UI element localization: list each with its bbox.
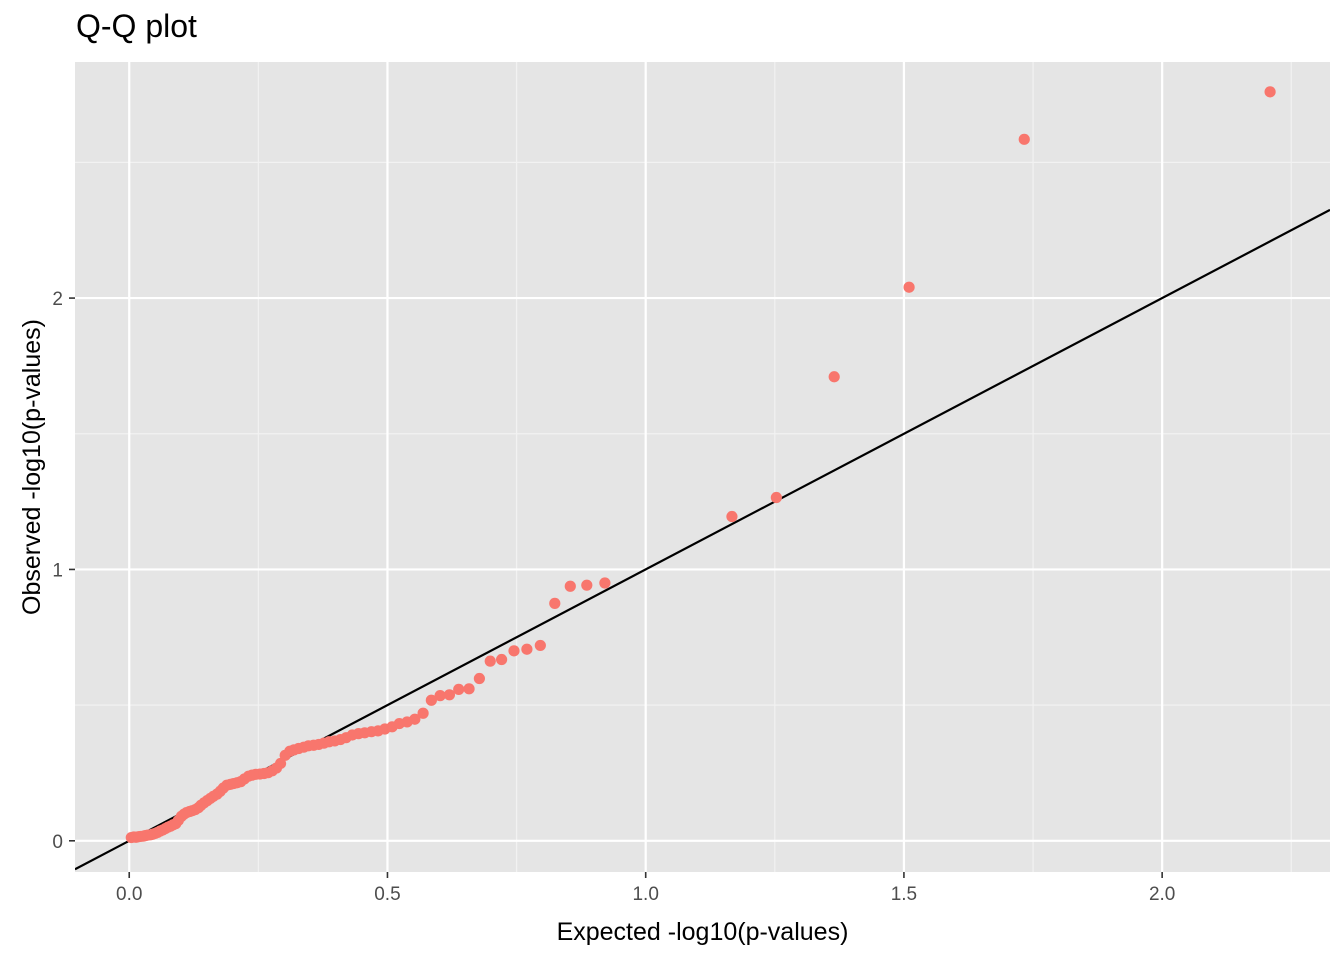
y-axis-label: Observed -log10(p-values)	[18, 319, 46, 615]
major-gridlines	[75, 62, 1330, 872]
plot-panel	[75, 62, 1330, 872]
data-point	[599, 577, 611, 589]
data-point	[274, 757, 287, 770]
data-point	[443, 689, 456, 701]
data-point	[508, 645, 520, 657]
data-point	[521, 643, 533, 655]
x-axis: 0.0 0.5 1.0 1.5 2.0	[116, 872, 1175, 905]
y-tick-label: 0	[52, 832, 63, 853]
data-point	[473, 672, 485, 685]
data-point	[484, 655, 496, 667]
data-point	[417, 707, 429, 719]
data-point	[434, 690, 446, 702]
data-point	[1264, 86, 1276, 98]
x-tick-label: 2.0	[1149, 884, 1175, 905]
x-tick-label: 0.5	[374, 884, 400, 905]
data-point	[425, 694, 437, 706]
data-point	[495, 653, 508, 666]
data-points	[125, 86, 1276, 844]
data-point	[903, 281, 915, 293]
data-point	[1018, 133, 1030, 145]
y-axis: 0 1 2	[52, 289, 75, 853]
y-tick-label: 1	[52, 560, 63, 581]
chart-title: Q-Q plot	[76, 8, 197, 44]
x-axis-label: Expected -log10(p-values)	[557, 918, 849, 946]
data-point	[726, 510, 738, 523]
x-tick-label: 1.0	[632, 884, 658, 905]
x-tick-label: 0.0	[116, 884, 142, 905]
data-point	[828, 371, 840, 383]
data-point	[463, 683, 475, 695]
data-point	[534, 639, 546, 652]
data-point	[453, 683, 465, 695]
minor-gridlines	[75, 62, 1330, 872]
data-point	[581, 579, 593, 591]
y-tick-label: 2	[52, 289, 63, 310]
data-point	[564, 580, 576, 592]
x-tick-label: 1.5	[891, 884, 917, 905]
data-point	[549, 597, 561, 609]
data-point	[770, 491, 782, 504]
data-point	[409, 713, 421, 725]
